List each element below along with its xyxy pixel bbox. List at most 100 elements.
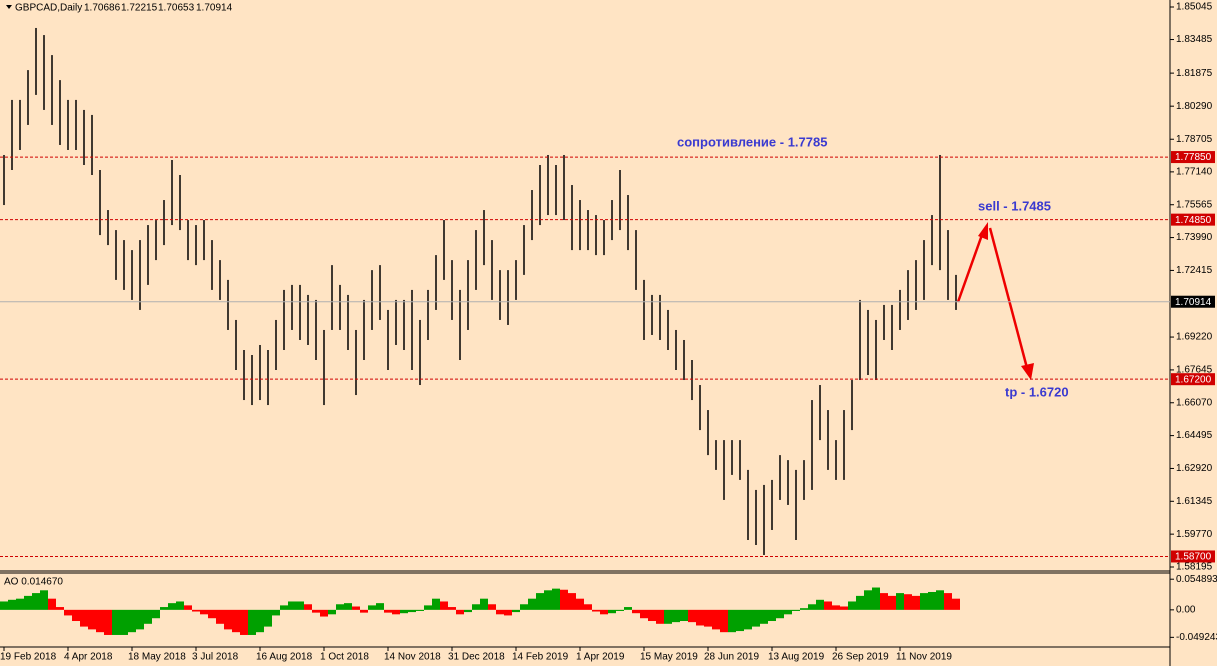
ao-bar <box>200 609 208 615</box>
ao-bar <box>72 609 80 622</box>
indicator-title: AO 0.014670 <box>4 577 63 588</box>
ao-bar <box>872 587 880 610</box>
x-tick-label: 26 Sep 2019 <box>832 652 889 663</box>
ao-bar <box>32 593 40 610</box>
ao-bar <box>792 609 800 611</box>
ao-bar <box>768 609 776 622</box>
ao-bar <box>720 609 728 633</box>
ao-bar <box>688 609 696 623</box>
ao-bar <box>96 609 104 633</box>
ao-bar <box>152 609 160 619</box>
ao-bar <box>640 609 648 619</box>
y-tick-label: 1.59770 <box>1176 529 1213 540</box>
y-tick-label: 1.69220 <box>1176 332 1213 343</box>
ao-bar <box>0 601 8 610</box>
ao-bar <box>240 609 248 635</box>
y-tick-label: 1.66070 <box>1176 397 1213 408</box>
ao-bar <box>344 603 352 610</box>
quote-value: 1.70686 <box>84 3 121 14</box>
ao-bar <box>376 603 384 610</box>
level-label: 1.58700 <box>1175 552 1212 563</box>
ao-bar <box>456 609 464 615</box>
ao-bar <box>912 595 920 610</box>
ao-bar <box>704 609 712 627</box>
ao-bar <box>880 593 888 610</box>
ao-bar <box>904 594 912 610</box>
ao-bar <box>368 605 376 610</box>
ao-bar <box>536 593 544 610</box>
ao-bar <box>8 599 16 610</box>
ao-bar <box>800 608 808 610</box>
y-tick-label: 1.64495 <box>1176 430 1213 441</box>
ao-bar <box>824 601 832 610</box>
x-tick-label: 18 May 2018 <box>128 652 186 663</box>
level-box <box>1171 550 1215 563</box>
ao-bar <box>712 609 720 630</box>
ao-bar <box>136 609 144 630</box>
ao-bar <box>16 598 24 610</box>
quote-value: 1.70653 <box>158 3 195 14</box>
current-price-label: 1.70914 <box>1175 297 1212 308</box>
ao-bar <box>232 609 240 633</box>
ao-bar <box>440 601 448 610</box>
ao-bar <box>832 605 840 610</box>
ao-bar <box>760 609 768 624</box>
ao-bar <box>432 598 440 610</box>
current-price-box <box>1171 295 1215 308</box>
x-tick-label: 19 Feb 2018 <box>0 652 57 663</box>
ao-bar <box>208 609 216 619</box>
ao-bar <box>128 609 136 633</box>
ao-bar <box>216 609 224 624</box>
x-tick-label: 13 Aug 2019 <box>768 652 825 663</box>
ao-bar <box>320 609 328 617</box>
level-label: 1.77850 <box>1175 152 1212 163</box>
ao-bar <box>512 609 520 613</box>
ao-bar <box>744 609 752 630</box>
ao-bar <box>648 609 656 622</box>
x-tick-label: 15 May 2019 <box>640 652 698 663</box>
ao-bar <box>504 609 512 616</box>
y-tick-label: 1.73990 <box>1176 232 1213 243</box>
ao-bar <box>416 609 424 611</box>
ao-bar <box>192 609 200 612</box>
ao-bar <box>288 601 296 610</box>
x-tick-label: 4 Apr 2018 <box>64 652 113 663</box>
ao-bar <box>88 609 96 630</box>
ao-bar <box>304 604 312 610</box>
chart-title: GBPCAD,Daily <box>15 3 82 14</box>
level-label: 1.67200 <box>1175 374 1212 385</box>
x-tick-label: 1 Oct 2018 <box>320 652 369 663</box>
ao-bar <box>400 609 408 614</box>
ao-bar <box>568 593 576 610</box>
ao-bar <box>840 606 848 610</box>
ao-bar <box>944 593 952 610</box>
x-tick-label: 28 Jun 2019 <box>704 652 759 663</box>
x-tick-label: 14 Feb 2019 <box>512 652 569 663</box>
x-tick-label: 16 Aug 2018 <box>256 652 313 663</box>
ao-bar <box>856 595 864 610</box>
ao-bar <box>624 607 632 610</box>
ao-bar <box>144 609 152 624</box>
level-box <box>1171 213 1215 226</box>
ao-bar <box>392 609 400 615</box>
level-box <box>1171 151 1215 164</box>
ao-bar <box>616 609 624 611</box>
ao-bar <box>928 591 936 610</box>
ao-bar <box>776 609 784 619</box>
ao-bar <box>224 609 232 630</box>
forecast-arrows <box>956 222 1034 380</box>
ao-bar <box>272 609 280 616</box>
ao-bar <box>680 609 688 622</box>
ao-bar <box>472 604 480 610</box>
y-tick-label: 1.78705 <box>1176 134 1213 145</box>
ao-bar <box>56 607 64 610</box>
ao-bar <box>560 589 568 610</box>
y-tick-label: 1.81875 <box>1176 68 1213 79</box>
ao-bar <box>608 609 616 614</box>
ao-bar <box>336 604 344 610</box>
ao-bar <box>160 607 168 610</box>
ao-bar <box>328 609 336 615</box>
menu-arrow <box>6 5 12 9</box>
ao-bar <box>808 604 816 610</box>
